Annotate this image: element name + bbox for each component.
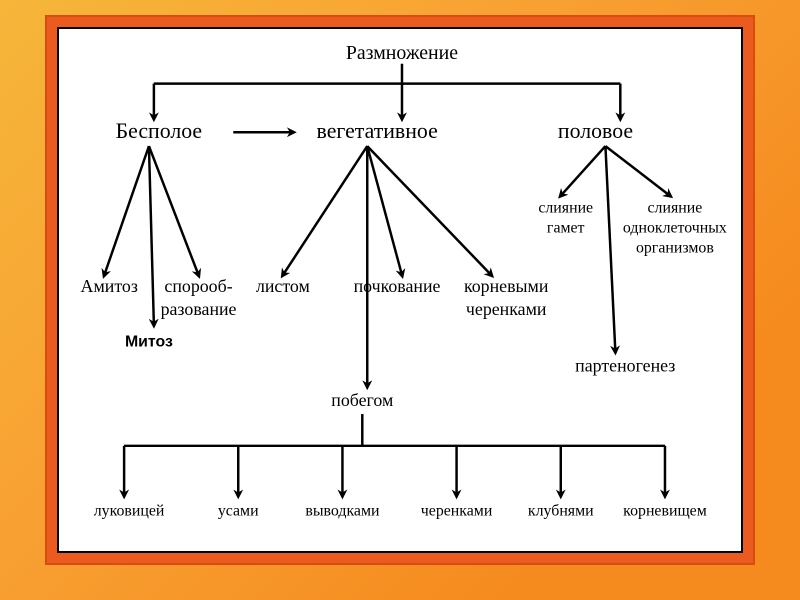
node-leaf: листом [256,276,310,296]
node-sporo1: спорооб- [164,276,232,296]
node-amitosis: Амитоз [81,276,138,296]
node-cuttings: черенками [421,502,493,519]
node-unicell3: организмов [636,239,714,256]
outer-frame: Размножение Бесполое вегетативное половое Ам… [45,15,755,565]
node-stolon: усами [218,502,259,519]
diagram-canvas: Размножение Бесполое вегетативное половое Ам… [57,27,743,553]
node-vegetative: вегетативное [317,119,438,143]
node-asexual: Бесполое [116,119,203,143]
node-rootcut2: черенками [466,299,547,319]
node-tubers: клубнями [528,502,594,519]
node-rhizome: корневищем [623,502,707,519]
node-bulb: луковицей [94,502,165,519]
node-root: Размножение [346,42,458,64]
node-shoot: побегом [331,390,393,410]
node-sporo2: разование [161,299,237,319]
node-brood: выводками [305,502,380,519]
node-gametes1: слияние [538,200,593,217]
node-budding: почкование [354,276,441,296]
node-partheno: партеногенез [575,355,675,375]
node-gametes2: гамет [547,219,585,236]
node-unicell2: одноклеточных [623,219,727,236]
node-unicell1: слияние [648,200,703,217]
nodes-group: Размножение Бесполое вегетативное половое Ам… [81,42,727,520]
node-rootcut1: корневыми [464,276,549,296]
diagram-svg: Размножение Бесполое вегетативное половое Ам… [59,29,741,551]
node-sexual: половое [558,119,633,143]
node-mitosis: Митоз [125,334,173,351]
